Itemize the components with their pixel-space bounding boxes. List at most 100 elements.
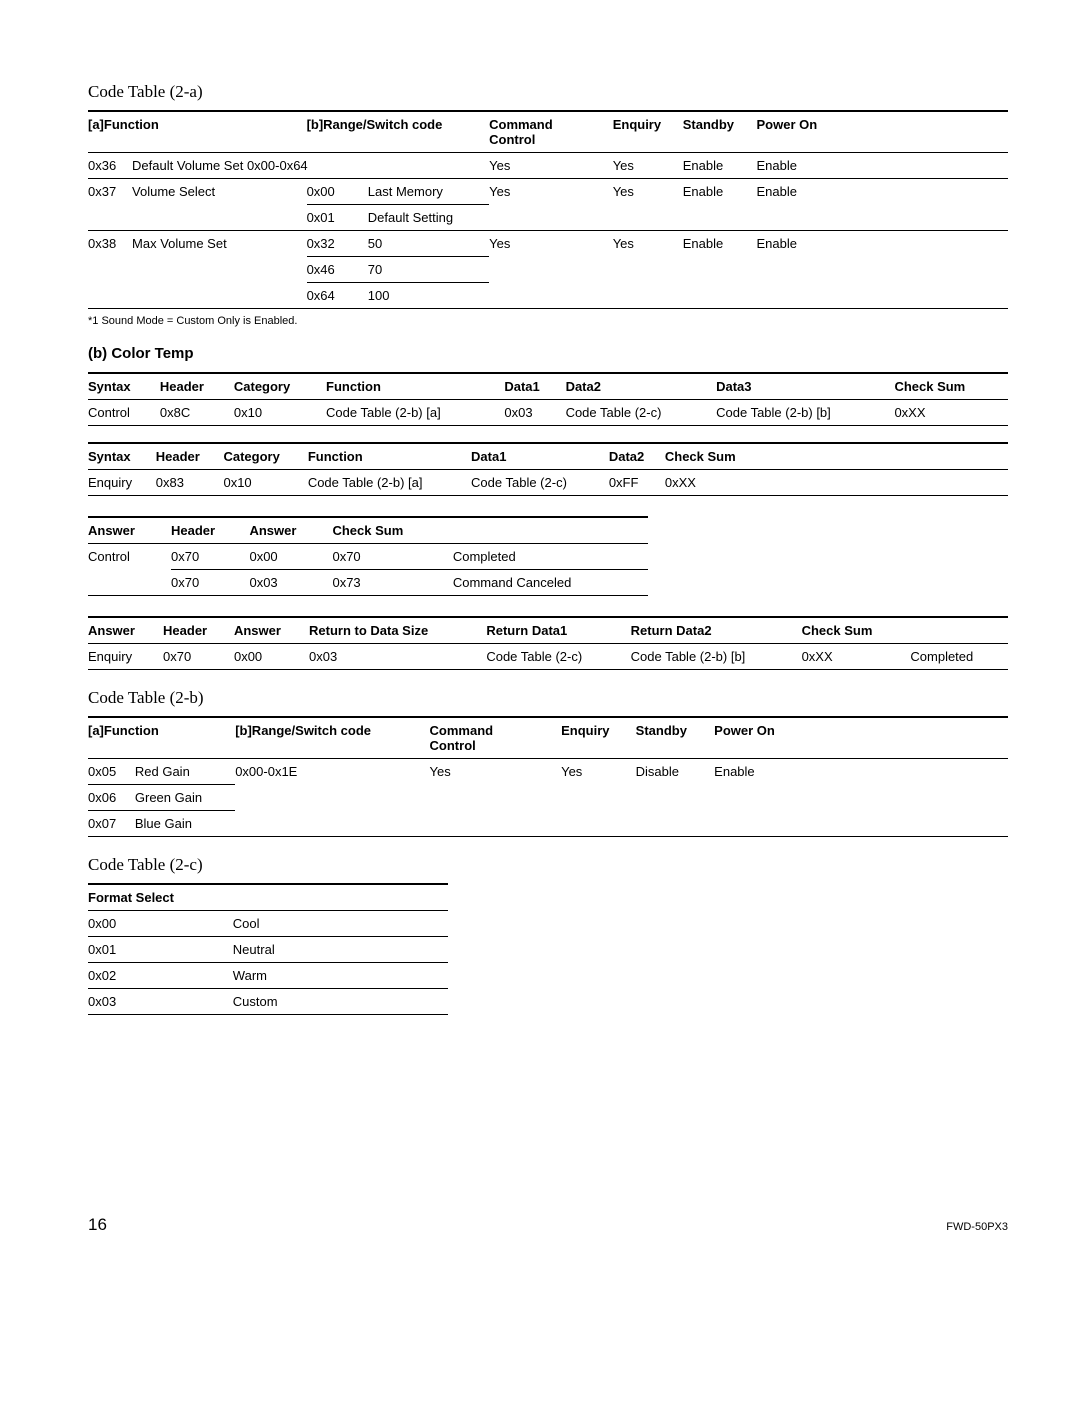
th: [a]Function — [88, 717, 235, 759]
cell: 0x10 — [234, 400, 326, 426]
cell: Default Volume Set 0x00-0x64 — [132, 153, 368, 179]
cell: Control — [88, 400, 160, 426]
th: Header — [160, 373, 234, 400]
cell: 0x03 — [504, 400, 565, 426]
cell: Code Table (2-b) [a] — [308, 470, 471, 496]
cell: Enable — [683, 179, 757, 205]
cell: Enable — [714, 759, 805, 785]
table-2a: [a]Function [b]Range/Switch code Command… — [88, 110, 1008, 309]
cell: Warm — [233, 963, 448, 989]
th: Answer — [88, 517, 171, 544]
page-number: 16 — [88, 1215, 107, 1235]
cell: 0x38 — [88, 231, 132, 257]
th: Data3 — [716, 373, 894, 400]
cell: 0x05 — [88, 759, 135, 785]
th: Check Sum — [802, 617, 911, 644]
cell: Yes — [561, 759, 636, 785]
cell: Enquiry — [88, 644, 163, 670]
cell: Yes — [430, 759, 562, 785]
cell: Code Table (2-c) — [471, 470, 609, 496]
cell: 0x70 — [332, 544, 452, 570]
cell: Neutral — [233, 937, 448, 963]
cell: 0x8C — [160, 400, 234, 426]
cell: Yes — [489, 153, 613, 179]
cell: Completed — [910, 644, 1008, 670]
cell: Yes — [613, 153, 683, 179]
cell: 0x00 — [234, 644, 309, 670]
th: Header — [163, 617, 234, 644]
th: Format Select — [88, 884, 448, 911]
table-2c: Format Select 0x00 Cool 0x01 Neutral 0x0… — [88, 883, 448, 1015]
cell: Enable — [757, 179, 843, 205]
cell: Last Memory — [368, 179, 489, 205]
table-syntax-enquiry: Syntax Header Category Function Data1 Da… — [88, 442, 1008, 496]
cell: 70 — [368, 257, 489, 283]
cell: 0x70 — [171, 544, 249, 570]
th: Return Data1 — [486, 617, 630, 644]
cell: Enable — [683, 153, 757, 179]
th: Function — [308, 443, 471, 470]
th: Answer — [249, 517, 332, 544]
model-code: FWD-50PX3 — [946, 1221, 1008, 1233]
cell: Volume Select — [132, 179, 307, 205]
table-2b: [a]Function [b]Range/Switch code Command… — [88, 716, 1008, 837]
cell: 0x37 — [88, 179, 132, 205]
cell: 0x00 — [88, 911, 233, 937]
cell: 0x36 — [88, 153, 132, 179]
cell: 0x64 — [307, 283, 368, 309]
th-range: [b]Range/Switch code — [307, 111, 490, 153]
cell: Green Gain — [135, 785, 235, 811]
cell: Blue Gain — [135, 811, 235, 837]
th: Answer — [88, 617, 163, 644]
cell: 0xXX — [665, 470, 769, 496]
th: Check Sum — [665, 443, 769, 470]
th: Standby — [636, 717, 715, 759]
cell: 0x02 — [88, 963, 233, 989]
cell: Yes — [613, 231, 683, 257]
cell: Completed — [453, 544, 648, 570]
page-footer: 16 FWD-50PX3 — [88, 1215, 1008, 1235]
cell: Max Volume Set — [132, 231, 307, 257]
th: Return to Data Size — [309, 617, 486, 644]
cell: 0x00 — [249, 544, 332, 570]
cell: 0xFF — [609, 470, 665, 496]
th: Check Sum — [332, 517, 452, 544]
cell: Code Table (2-c) — [486, 644, 630, 670]
cell: 0xXX — [802, 644, 911, 670]
cell: 0x03 — [309, 644, 486, 670]
caption-2a: Code Table (2-a) — [88, 82, 1008, 102]
cell: 0x70 — [171, 570, 249, 596]
cell: 0x01 — [88, 937, 233, 963]
th: [b]Range/Switch code — [235, 717, 429, 759]
th: Data1 — [471, 443, 609, 470]
cell: 0x70 — [163, 644, 234, 670]
cell: 0x46 — [307, 257, 368, 283]
th: Category — [223, 443, 307, 470]
table-answer-control: Answer Header Answer Check Sum Control 0… — [88, 516, 648, 596]
cell: 0x06 — [88, 785, 135, 811]
th-stb: Standby — [683, 111, 757, 153]
th: Data1 — [504, 373, 565, 400]
section-b-heading: (b) Color Temp — [88, 345, 1008, 362]
cell: Red Gain — [135, 759, 235, 785]
cell: 0x32 — [307, 231, 368, 257]
th: Category — [234, 373, 326, 400]
cell: Code Table (2-b) [b] — [631, 644, 802, 670]
cell: Default Setting — [368, 205, 489, 231]
cell: 0xXX — [894, 400, 1008, 426]
cell: 100 — [368, 283, 489, 309]
th: Syntax — [88, 443, 156, 470]
cell: Enable — [757, 231, 843, 257]
cell: Command Canceled — [453, 570, 648, 596]
table-answer-enquiry: Answer Header Answer Return to Data Size… — [88, 616, 1008, 670]
cell: 0x00-0x1E — [235, 759, 429, 785]
cell: Yes — [489, 179, 613, 205]
th-enq: Enquiry — [613, 111, 683, 153]
cell: Cool — [233, 911, 448, 937]
caption-2b: Code Table (2-b) — [88, 688, 1008, 708]
th-cmd: Command Control — [489, 111, 613, 153]
th-pwr: Power On — [757, 111, 843, 153]
cell: Code Table (2-c) — [566, 400, 717, 426]
footnote-2a: *1 Sound Mode = Custom Only is Enabled. — [88, 315, 1008, 327]
th: Check Sum — [894, 373, 1008, 400]
